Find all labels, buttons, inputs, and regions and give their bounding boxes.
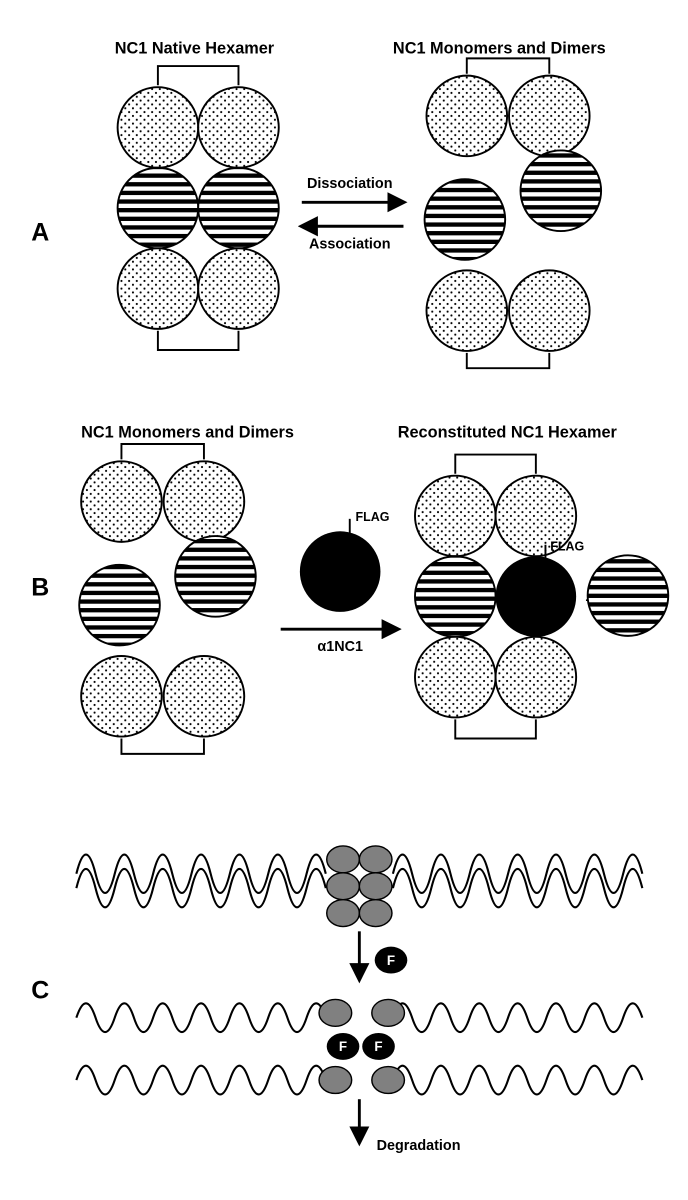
panel-b-left-title: NC1 Monomers and Dimers	[81, 423, 294, 441]
displaced-monomer	[588, 555, 669, 636]
panel-c: C F	[31, 846, 642, 1154]
flag-label-2: FLAG	[550, 539, 584, 553]
panel-a-left-title: NC1 Native Hexamer	[115, 40, 275, 58]
hexamer-reconstituted: FLAG	[415, 455, 584, 739]
panel-b: B NC1 Monomers and Dimers Reconstituted …	[31, 423, 668, 754]
helix-top	[76, 846, 642, 927]
monomers-dimers-b	[79, 444, 256, 754]
dissociation-label: Dissociation	[307, 176, 392, 192]
flag-reagent: FLAG α1NC1	[281, 510, 398, 655]
flag-label-1: FLAG	[356, 510, 390, 524]
panel-a-label: A	[31, 219, 49, 247]
f-text-3: F	[374, 1039, 382, 1054]
association-label: Association	[309, 236, 390, 252]
hexamer-native	[118, 66, 279, 350]
panel-b-label: B	[31, 574, 49, 602]
panel-a: A NC1 Native Hexamer NC1 Monomers and Di…	[31, 40, 605, 369]
figure-root: A NC1 Native Hexamer NC1 Monomers and Di…	[14, 20, 674, 1171]
figure-svg: A NC1 Native Hexamer NC1 Monomers and Di…	[14, 20, 674, 1171]
f-text-2: F	[339, 1039, 347, 1054]
panel-c-label: C	[31, 976, 49, 1004]
monomers-dimers-a	[425, 58, 602, 368]
panel-b-right-title: Reconstituted NC1 Hexamer	[398, 423, 618, 441]
panel-a-right-title: NC1 Monomers and Dimers	[393, 40, 606, 58]
helix-bottom: F F	[76, 999, 642, 1094]
degradation-label: Degradation	[377, 1138, 461, 1154]
a1nc1-label: α1NC1	[317, 639, 363, 655]
equilibrium-arrows: Dissociation Association	[302, 176, 404, 252]
f-text-1: F	[387, 953, 395, 968]
